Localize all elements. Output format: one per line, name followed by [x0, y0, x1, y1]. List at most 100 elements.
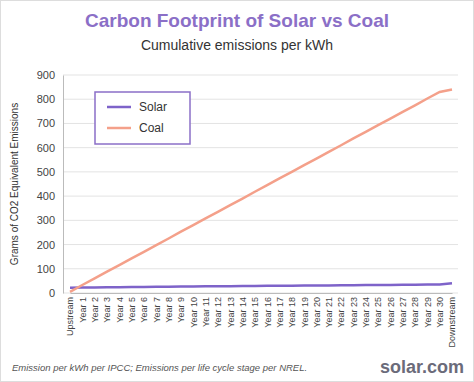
- x-tick-label: Year 26: [386, 297, 396, 328]
- x-tick: Year 27: [398, 293, 408, 328]
- legend-swatch: [107, 106, 131, 109]
- y-axis-line: [63, 76, 64, 294]
- x-tick-label: Year 7: [152, 297, 162, 323]
- y-tick: 0: [49, 287, 63, 299]
- x-tick: Year 24: [361, 293, 371, 328]
- y-tick-label: 500: [37, 166, 55, 178]
- x-tick-label: Downstream: [447, 297, 457, 348]
- grid-line: [63, 75, 458, 76]
- x-tick: Year 28: [410, 293, 420, 328]
- x-tick-label: Year 17: [275, 297, 285, 328]
- y-tick-label: 600: [37, 142, 55, 154]
- series-line: [70, 90, 452, 292]
- x-tick: Year 3: [102, 293, 112, 323]
- x-tick: Year 21: [324, 293, 334, 328]
- x-tick-label: Year 9: [176, 297, 186, 323]
- x-tick-label: Year 6: [139, 297, 149, 323]
- x-tick: Year 4: [115, 293, 125, 323]
- grid-line: [63, 171, 458, 172]
- lines: [70, 90, 452, 292]
- x-tick: Year 12: [213, 293, 223, 328]
- x-tick: Year 2: [90, 293, 100, 323]
- x-tick: Year 22: [336, 293, 346, 328]
- x-tick-label: Upstream: [65, 297, 75, 336]
- x-tick-label: Year 22: [336, 297, 346, 328]
- x-tick-label: Year 2: [90, 297, 100, 323]
- y-tick-label: 700: [37, 117, 55, 129]
- x-tick: Year 9: [176, 293, 186, 323]
- logo: solar.com: [380, 357, 464, 377]
- x-axis-line: [71, 293, 453, 294]
- legend: Solar Coal: [95, 92, 190, 144]
- y-tick: 700: [37, 117, 63, 129]
- x-tick-label: Year 19: [300, 297, 310, 328]
- x-tick: Year 23: [349, 293, 359, 328]
- y-tick: 500: [37, 166, 63, 178]
- y-tick: 300: [37, 214, 63, 226]
- x-tick: Year 7: [152, 293, 162, 323]
- x-tick-label: Year 8: [164, 297, 174, 323]
- x-tick-label: Year 13: [226, 297, 236, 328]
- x-tick: Upstream: [65, 293, 75, 336]
- y-tick: 600: [37, 142, 63, 154]
- y-tick-label: 200: [37, 239, 55, 251]
- grid-line: [63, 196, 458, 197]
- x-tick: Year 14: [238, 293, 248, 328]
- x-tick-label: Year 21: [324, 297, 334, 328]
- y-tick-label: 400: [37, 190, 55, 202]
- legend-swatch: [107, 127, 131, 130]
- grid-line: [63, 293, 458, 294]
- y-tick-label: 800: [37, 93, 55, 105]
- x-tick: Year 1: [78, 293, 88, 323]
- x-tick: Year 15: [250, 293, 260, 328]
- grid-line: [63, 244, 458, 245]
- y-axis: 0 100 200 300 400 500 600 700 800 900: [37, 69, 64, 299]
- y-tick: 800: [37, 93, 63, 105]
- x-tick-label: Year 14: [238, 297, 248, 328]
- x-tick: Year 6: [139, 293, 149, 323]
- x-tick: Year 20: [312, 293, 322, 328]
- x-tick: Downstream: [447, 293, 457, 348]
- x-tick-label: Year 29: [423, 297, 433, 328]
- x-tick: Year 5: [127, 293, 137, 323]
- y-tick-label: 100: [37, 263, 55, 275]
- x-tick: Year 16: [263, 293, 273, 328]
- grid-line: [63, 268, 458, 269]
- title: Carbon Footprint of Solar vs Coal: [85, 10, 389, 31]
- x-tick: Year 25: [373, 293, 383, 328]
- x-tick-label: Year 5: [127, 297, 137, 323]
- x-tick-label: Year 30: [435, 297, 445, 328]
- y-axis-title: Grams of CO2 Equivalent Emissions: [9, 103, 20, 265]
- y-tick: 100: [37, 263, 63, 275]
- x-tick-label: Year 28: [410, 297, 420, 328]
- x-tick-label: Year 23: [349, 297, 359, 328]
- x-tick: Year 30: [435, 293, 445, 328]
- x-tick-label: Year 24: [361, 297, 371, 328]
- x-tick: Year 10: [189, 293, 199, 328]
- x-axis: UpstreamYear 1Year 2Year 3Year 4Year 5Ye…: [65, 293, 457, 348]
- background: [1, 1, 474, 382]
- grid: [63, 75, 458, 293]
- x-tick: Year 19: [300, 293, 310, 328]
- x-tick-label: Year 3: [102, 297, 112, 323]
- x-tick: Year 26: [386, 293, 396, 328]
- x-tick-label: Year 4: [115, 297, 125, 323]
- y-tick-label: 0: [49, 287, 55, 299]
- x-tick: Year 17: [275, 293, 285, 328]
- y-tick-label: 900: [37, 69, 55, 81]
- x-tick-label: Year 20: [312, 297, 322, 328]
- grid-line: [63, 147, 458, 148]
- x-tick-label: Year 27: [398, 297, 408, 328]
- y-tick: 900: [37, 69, 63, 81]
- series-line: [70, 283, 452, 287]
- legend-label: Coal: [139, 121, 164, 135]
- x-tick: Year 8: [164, 293, 174, 323]
- legend-label: Solar: [139, 100, 167, 114]
- y-tick: 200: [37, 239, 63, 251]
- source-note: Emission per kWh per IPCC; Emissions per…: [12, 362, 307, 373]
- x-tick-label: Year 11: [201, 297, 211, 327]
- x-tick-label: Year 18: [287, 297, 297, 328]
- x-tick-label: Year 10: [189, 297, 199, 328]
- legend-box: [95, 92, 190, 144]
- x-tick: Year 13: [226, 293, 236, 328]
